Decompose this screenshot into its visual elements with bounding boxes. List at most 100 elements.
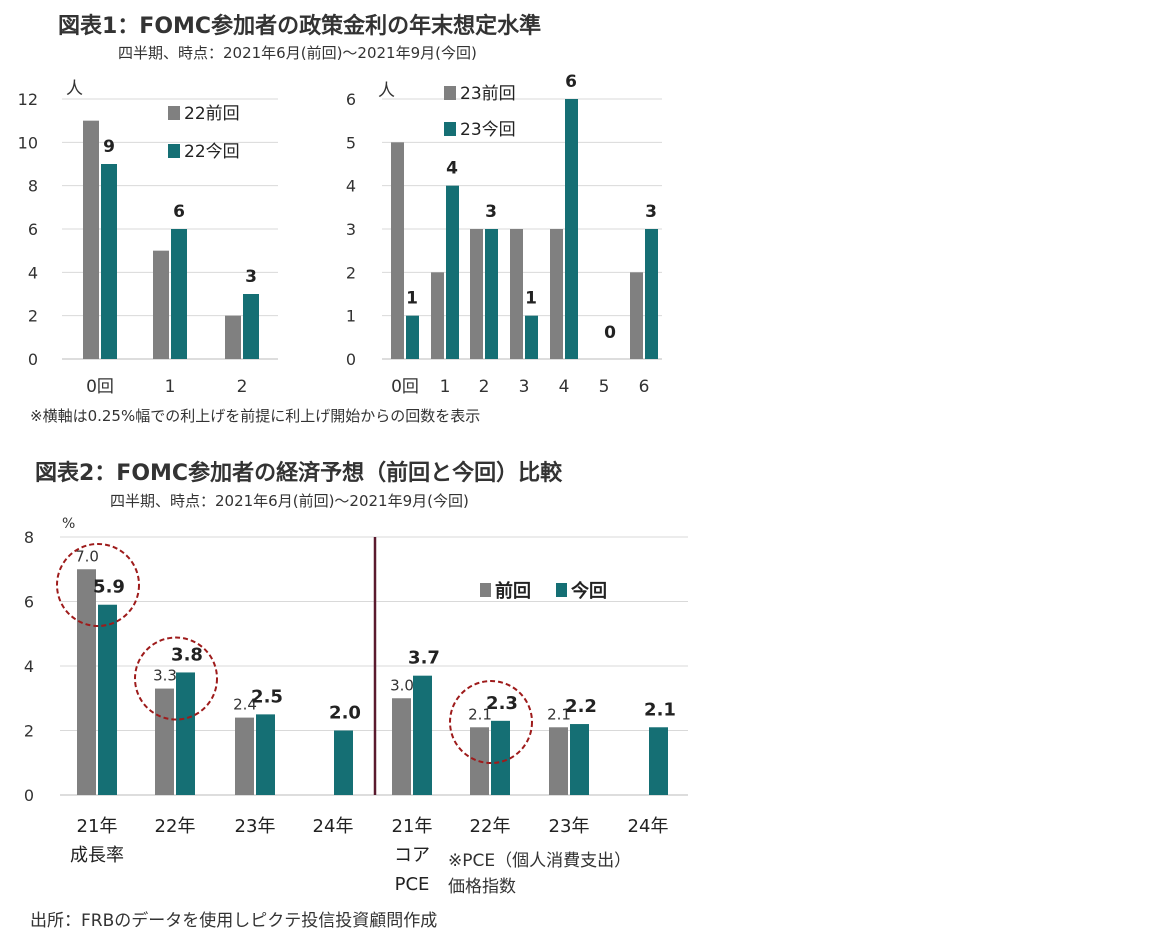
y-unit-label: % xyxy=(62,516,75,532)
x-tick-label: 3 xyxy=(519,377,530,397)
data-label-curr: 3.8 xyxy=(171,644,203,665)
x-tick-label: 0回 xyxy=(86,377,114,397)
data-label-prev: 2.1 xyxy=(547,705,571,723)
y-tick-label: 3 xyxy=(346,220,356,239)
x-tick-label: 22年 xyxy=(155,816,196,837)
bar-curr xyxy=(485,229,498,359)
source-note: 出所：FRBのデータを使用しピクテ投信投資顧問作成 xyxy=(30,911,438,931)
data-label-curr: 2.2 xyxy=(565,696,597,717)
x-tick-label: 23年 xyxy=(235,816,276,837)
y-tick-label: 8 xyxy=(24,528,34,547)
data-label-curr: 2.0 xyxy=(329,703,361,724)
x-tick-label: 2 xyxy=(237,377,248,397)
bar-curr xyxy=(491,720,510,795)
bar-prev xyxy=(77,569,96,795)
y-tick-label: 4 xyxy=(346,177,356,196)
bar-prev xyxy=(550,229,563,359)
bar-prev xyxy=(510,229,523,359)
fig1-note: ※横軸は0.25%幅での利上げを前提に利上げ開始からの回数を表示 xyxy=(30,407,481,425)
data-label-curr: 3.7 xyxy=(408,648,440,669)
y-tick-label: 2 xyxy=(24,722,34,741)
bar-prev xyxy=(225,315,241,359)
data-label: 0 xyxy=(604,323,616,343)
fig2-subtitle: 四半期、時点：2021年6月(前回)～2021年9月(今回) xyxy=(110,492,469,510)
legend-swatch xyxy=(168,106,180,120)
bar-curr xyxy=(101,164,117,359)
data-label-prev: 2.4 xyxy=(233,696,257,714)
y-tick-label: 4 xyxy=(28,263,38,282)
y-tick-label: 12 xyxy=(18,90,38,109)
y-tick-label: 10 xyxy=(18,133,38,152)
legend-label: 23前回 xyxy=(460,84,516,104)
data-label: 9 xyxy=(103,137,115,157)
data-label: 4 xyxy=(446,159,458,179)
highlight-circle xyxy=(56,542,140,627)
legend-swatch xyxy=(444,122,456,136)
data-label-curr: 2.1 xyxy=(644,699,676,720)
x-tick-label: 5 xyxy=(599,377,610,397)
bar-curr xyxy=(525,315,538,359)
bar-prev xyxy=(153,250,169,359)
y-tick-label: 2 xyxy=(28,307,38,326)
data-label: 1 xyxy=(406,289,418,309)
legend-swatch xyxy=(444,86,456,100)
y-tick-label: 0 xyxy=(346,350,356,369)
x-tick-label: 1 xyxy=(440,377,451,397)
x-tick-label: 1 xyxy=(165,377,176,397)
x-tick-label-line2: コア xyxy=(394,845,430,866)
bar-curr xyxy=(256,714,275,795)
data-label-curr: 2.3 xyxy=(486,693,518,714)
fig2-title: 図表2：FOMC参加者の経済予想（前回と今回）比較 xyxy=(35,461,563,486)
data-label: 3 xyxy=(485,202,497,222)
legend-label: 22今回 xyxy=(184,142,240,162)
bar-curr xyxy=(570,724,589,795)
bar-prev xyxy=(392,698,411,795)
pce-note-line2: 価格指数 xyxy=(448,877,516,897)
x-tick-label: 24年 xyxy=(628,816,669,837)
x-tick-label-line2: 成長率 xyxy=(70,845,124,866)
legend-swatch xyxy=(480,583,491,597)
data-label: 6 xyxy=(565,72,577,92)
legend-label: 今回 xyxy=(571,580,607,602)
y-unit-label: 人 xyxy=(66,79,83,99)
data-label-prev: 2.1 xyxy=(468,705,492,723)
x-tick-label: 21年 xyxy=(392,816,433,837)
pce-note-line1: ※PCE（個人消費支出） xyxy=(448,851,632,871)
x-tick-label: 4 xyxy=(559,377,570,397)
x-tick-label: 0回 xyxy=(391,377,419,397)
highlight-circle xyxy=(134,636,218,721)
bar-prev xyxy=(235,717,254,795)
bar-curr xyxy=(565,99,578,359)
bar-prev xyxy=(630,272,643,359)
y-tick-label: 1 xyxy=(346,307,356,326)
bar-prev xyxy=(155,688,174,795)
data-label: 3 xyxy=(645,202,657,222)
bar-curr xyxy=(413,675,432,795)
x-tick-label: 21年 xyxy=(77,816,118,837)
y-tick-label: 4 xyxy=(24,657,34,676)
y-tick-label: 0 xyxy=(28,350,38,369)
bar-curr xyxy=(334,730,353,795)
bar-curr xyxy=(649,727,668,795)
legend-label: 前回 xyxy=(495,580,531,602)
data-label: 3 xyxy=(245,267,257,287)
bar-curr xyxy=(243,294,259,359)
y-tick-label: 0 xyxy=(24,786,34,805)
bar-curr xyxy=(176,672,195,795)
legend-label: 23今回 xyxy=(460,120,516,140)
x-tick-label: 22年 xyxy=(470,816,511,837)
y-tick-label: 2 xyxy=(346,263,356,282)
y-tick-label: 6 xyxy=(346,90,356,109)
bar-prev xyxy=(549,727,568,795)
data-label-curr: 5.9 xyxy=(93,577,125,598)
legend-swatch xyxy=(168,144,180,158)
highlight-circle xyxy=(449,680,533,765)
data-label-prev: 3.3 xyxy=(153,667,177,685)
data-label: 1 xyxy=(525,289,537,309)
y-tick-label: 6 xyxy=(24,593,34,612)
bar-prev xyxy=(391,142,404,359)
fig1-title: 図表1：FOMC参加者の政策金利の年末想定水準 xyxy=(58,14,542,39)
bar-curr xyxy=(645,229,658,359)
